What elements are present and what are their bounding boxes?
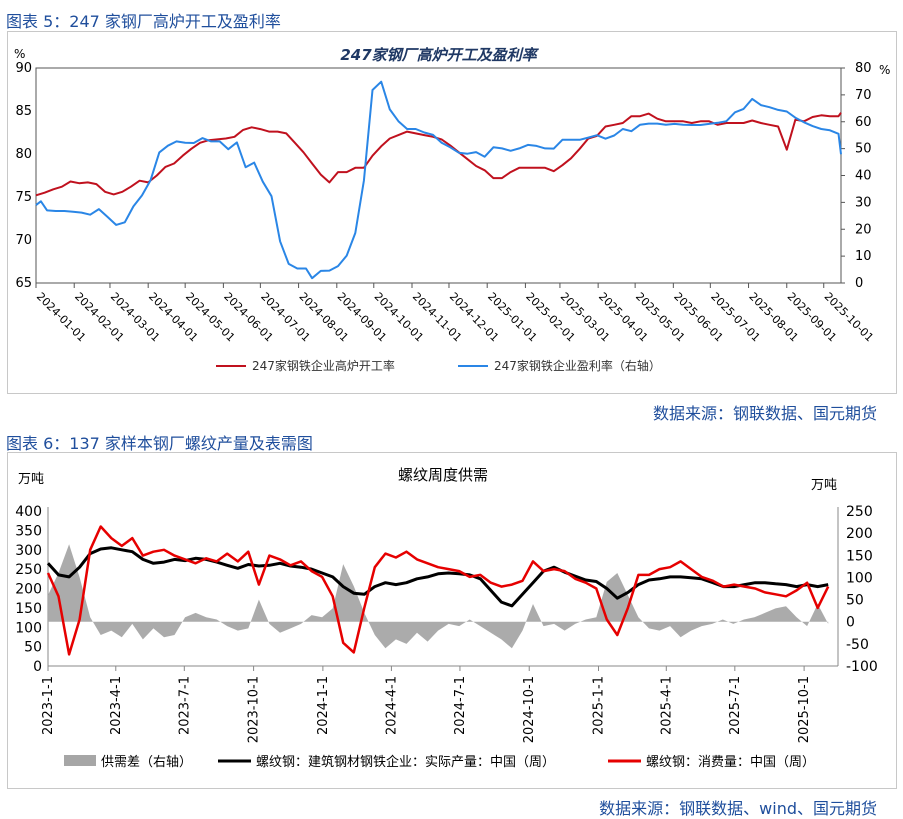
right-tick-label: 60 <box>855 115 872 130</box>
right-tick-label: 20 <box>855 222 872 237</box>
right-tick-label: 50 <box>846 593 864 609</box>
x-tick-label: 2024-10-1 <box>522 676 537 743</box>
x-tick-label: 2024-1-1 <box>316 676 331 735</box>
left-tick-label: 350 <box>15 523 42 539</box>
figure5-source: 数据来源：钢联数据、国元期货 <box>652 404 877 423</box>
right-tick-label: 150 <box>846 548 873 564</box>
series-profit-rate-line <box>35 80 842 280</box>
right-tick-label: 80 <box>855 61 872 76</box>
left-tick-label: 75 <box>15 190 32 205</box>
series-supply-demand-gap-area <box>48 544 829 649</box>
left-tick-label: 90 <box>15 61 32 76</box>
right-tick-label: 0 <box>855 276 863 291</box>
x-tick-label: 2024-4-1 <box>384 676 399 735</box>
figure5-chart: 247家钢厂高炉开工及盈利率%% 65 70 75 80 85 90 0 10 20 30 40 50 6… <box>14 46 890 373</box>
legend-label: 螺纹钢：消费量：中国（周） <box>646 755 815 770</box>
right-tick-label: 30 <box>855 195 872 210</box>
right-tick-label: 40 <box>855 169 872 184</box>
figure6-panel: 螺纹周度供需 万吨 万吨 0 50 100 150 200 250 300 350 400 -100 -5… <box>7 452 897 789</box>
x-tick-label: 2025-7-1 <box>728 676 743 735</box>
left-axis-unit: 万吨 <box>18 472 44 487</box>
series-blast-furnace-rate-line <box>35 112 842 197</box>
left-tick-label: 250 <box>15 562 42 578</box>
left-tick-label: 50 <box>24 640 42 656</box>
left-tick-label: 80 <box>15 147 32 162</box>
right-tick-label: 100 <box>846 570 873 586</box>
figure6-source: 数据来源：钢联数据、wind、国元期货 <box>599 799 877 818</box>
x-tick-label: 2023-4-1 <box>109 676 124 735</box>
right-tick-label: 250 <box>846 504 873 520</box>
x-tick-label: 2023-1-1 <box>41 676 56 735</box>
left-tick-label: 150 <box>15 601 42 617</box>
right-tick-label: -100 <box>846 659 878 675</box>
right-tick-label: 10 <box>855 249 872 264</box>
figure5-caption: 图表 5：247 家钢厂高炉开工及盈利率 <box>6 12 281 31</box>
legend-swatch <box>64 755 96 766</box>
left-tick-label: 200 <box>15 582 42 598</box>
legend-label: 供需差（右轴） <box>101 755 192 770</box>
legend-label: 247家钢铁企业高炉开工率 <box>252 358 395 373</box>
right-axis-unit: 万吨 <box>811 478 837 493</box>
left-axis-unit: % <box>14 47 25 61</box>
figure6-caption: 图表 6：137 家样本钢厂螺纹产量及表需图 <box>6 434 313 453</box>
left-tick-label: 0 <box>33 659 42 675</box>
legend-label: 247家钢铁企业盈利率（右轴） <box>494 358 661 373</box>
right-axis-unit: % <box>879 63 890 77</box>
x-tick-label: 2023-7-1 <box>177 676 192 735</box>
left-tick-label: 65 <box>15 276 32 291</box>
x-tick-label: 2025-4-1 <box>659 676 674 735</box>
right-tick-label: 70 <box>855 88 872 103</box>
legend-label: 螺纹钢：建筑钢材钢铁企业：实际产量：中国（周） <box>256 754 555 770</box>
left-tick-label: 400 <box>15 504 42 520</box>
left-tick-label: 300 <box>15 543 42 559</box>
series-rebar-consumption-line <box>46 525 830 656</box>
x-tick-label: 2025-1-1 <box>592 676 607 735</box>
series-rebar-output-line <box>46 546 829 608</box>
left-tick-label: 100 <box>15 620 42 636</box>
right-tick-label: 200 <box>846 526 873 542</box>
chart-title: 螺纹周度供需 <box>398 466 488 484</box>
x-tick-label: 2024-7-1 <box>453 676 468 735</box>
right-tick-label: 50 <box>855 142 872 157</box>
left-tick-label: 85 <box>15 104 32 119</box>
right-tick-label: 0 <box>846 615 855 631</box>
left-tick-label: 70 <box>15 233 32 248</box>
x-tick-label: 2025-10-1 <box>797 676 812 743</box>
right-tick-label: -50 <box>846 637 869 653</box>
x-tick-label: 2023-10-1 <box>247 676 262 743</box>
chart-title: 247家钢厂高炉开工及盈利率 <box>340 46 539 64</box>
figure5-panel: 247家钢厂高炉开工及盈利率%% 65 70 75 80 85 90 0 10 20 30 40 50 6… <box>7 31 897 394</box>
